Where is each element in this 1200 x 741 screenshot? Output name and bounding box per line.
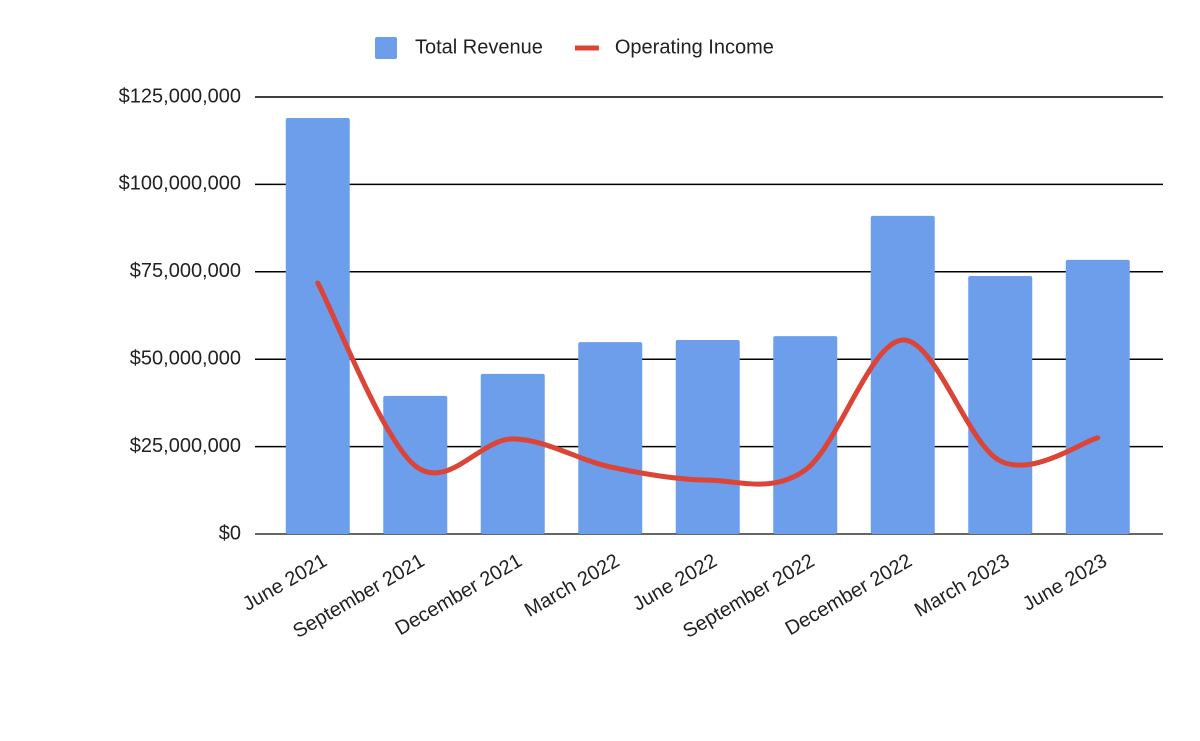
y-tick-label: $50,000,000 (130, 347, 241, 369)
y-tick-label: $75,000,000 (130, 260, 241, 282)
x-tick-label: June 2022 (629, 550, 721, 616)
line (315, 280, 1101, 487)
y-tick-label: $0 (219, 522, 241, 544)
x-tick-label: March 2023 (911, 550, 1013, 622)
legend-label: Operating Income (615, 36, 774, 58)
bar (675, 339, 740, 534)
bar (968, 275, 1033, 534)
x-tick-label: June 2023 (1019, 550, 1111, 616)
legend-label: Total Revenue (415, 36, 543, 58)
bar (578, 342, 643, 534)
x-tick-label: June 2021 (239, 550, 331, 616)
bar (773, 336, 838, 534)
legend-swatch (375, 37, 397, 59)
y-tick-label: $25,000,000 (130, 435, 241, 457)
y-tick-label: $100,000,000 (119, 173, 241, 195)
x-tick-label: March 2022 (521, 550, 623, 622)
bar (285, 117, 350, 534)
bar (480, 373, 545, 534)
y-tick-label: $125,000,000 (119, 85, 241, 107)
bar (870, 215, 935, 534)
bar (1065, 259, 1130, 534)
